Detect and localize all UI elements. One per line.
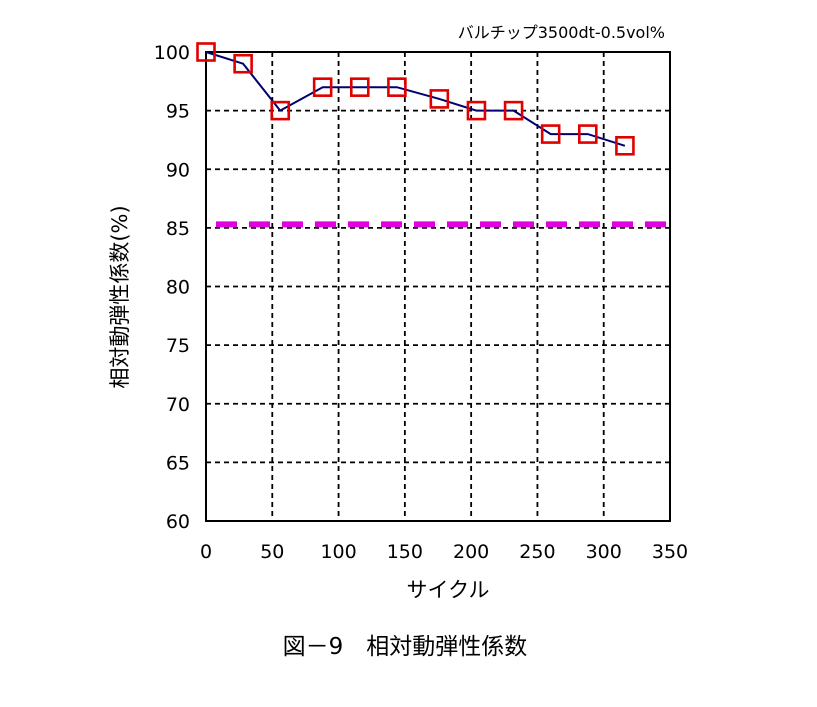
series-layer [205, 51, 626, 147]
data-point [387, 77, 407, 97]
marker-layer [196, 42, 635, 156]
data-point [312, 77, 333, 97]
x-axis-ticks: 0 50 100 150 200 250 300 350 [200, 541, 688, 563]
y-tick-label: 65 [166, 452, 190, 474]
y-tick-label: 60 [166, 511, 190, 533]
y-tick-label: 95 [166, 101, 190, 123]
x-tick-label: 50 [260, 541, 284, 563]
y-tick-label: 100 [154, 42, 190, 64]
y-tick-label: 70 [166, 394, 190, 416]
x-tick-label: 150 [387, 541, 423, 563]
x-tick-label: 300 [586, 541, 622, 563]
y-tick-label: 80 [166, 277, 190, 299]
grid-lines [206, 52, 670, 521]
data-point [540, 124, 561, 144]
y-axis-ticks: 60 65 70 75 80 85 90 95 100 [154, 42, 190, 533]
chart-annotation: バルチップ3500dt-0.5vol% [458, 23, 665, 42]
x-axis-title: サイクル [407, 578, 490, 602]
data-point [429, 89, 450, 109]
data-point [503, 100, 524, 121]
data-point [615, 136, 635, 156]
x-tick-label: 100 [320, 541, 356, 563]
figure-caption: 図－9 相対動弾性係数 [283, 634, 528, 660]
data-point [466, 100, 487, 121]
y-axis-title: 相対動弾性係数(%) [108, 205, 132, 388]
x-tick-label: 200 [453, 541, 489, 563]
x-tick-label: 350 [652, 541, 688, 563]
series-line [205, 51, 626, 147]
data-point [349, 77, 370, 97]
x-tick-label: 250 [519, 541, 555, 563]
y-tick-label: 75 [166, 335, 190, 357]
y-tick-label: 85 [166, 218, 190, 240]
data-point [270, 100, 291, 121]
x-tick-label: 0 [200, 541, 212, 563]
data-point [233, 53, 253, 74]
y-tick-label: 90 [166, 159, 190, 181]
plot-area [205, 51, 671, 522]
data-point [578, 124, 598, 144]
data-point [196, 42, 216, 62]
